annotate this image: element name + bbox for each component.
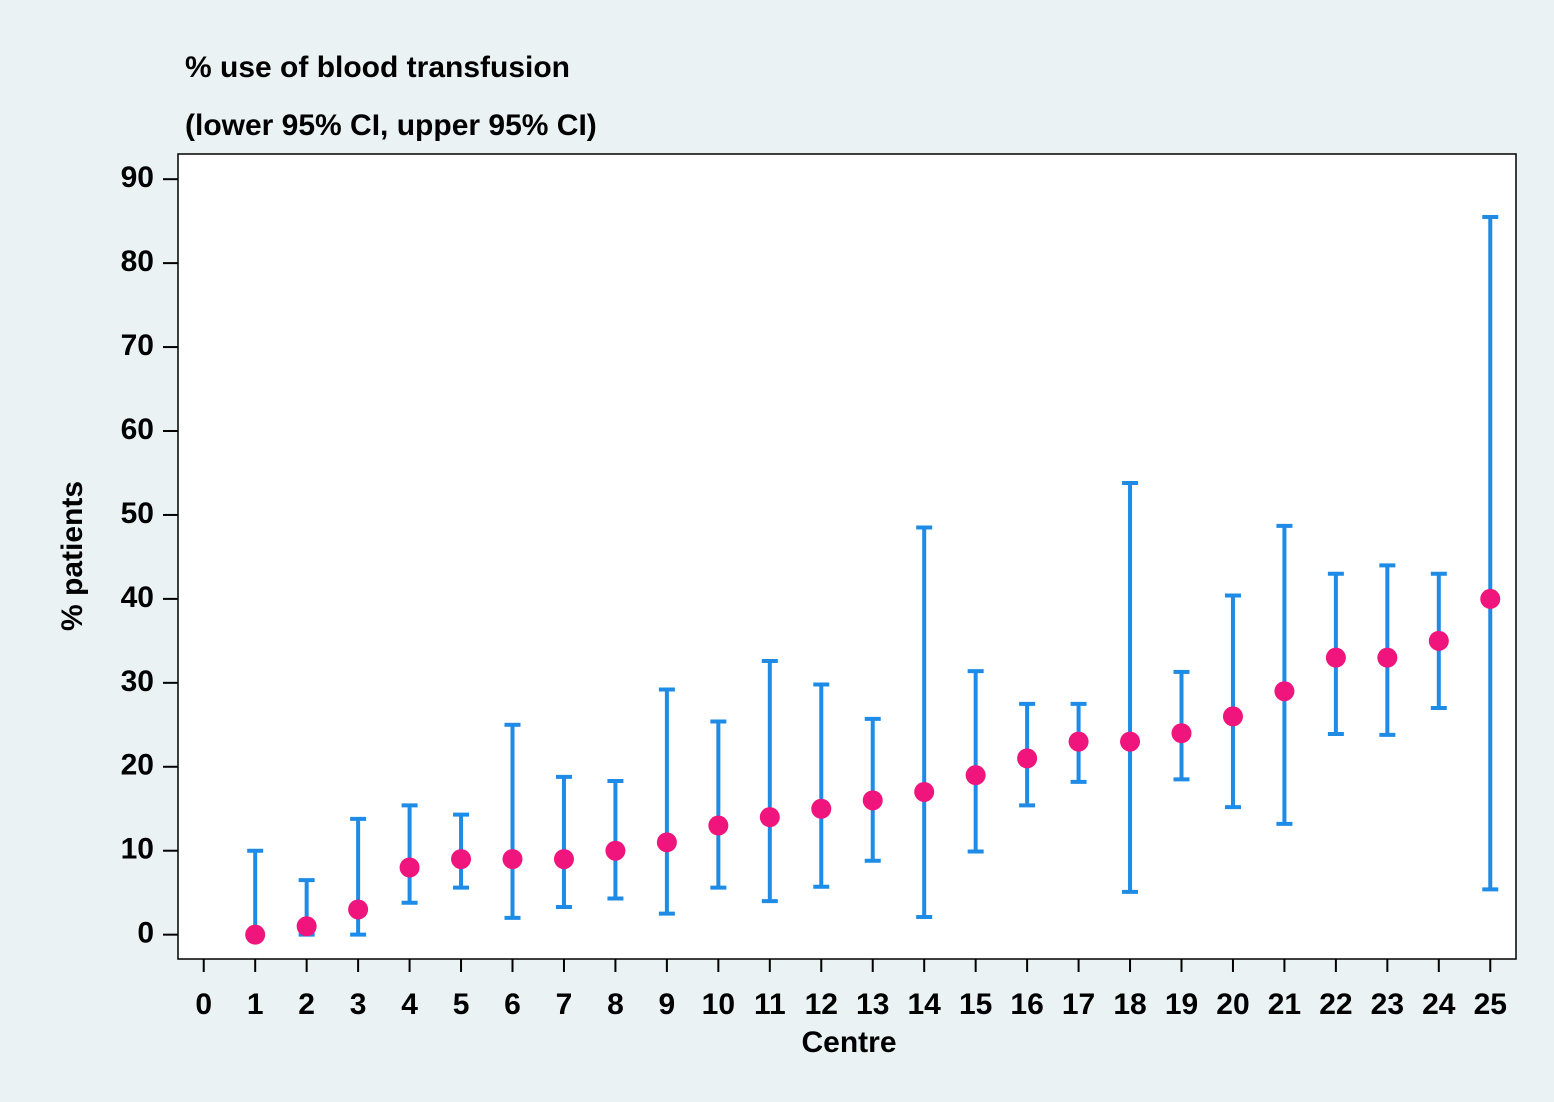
x-tick-label: 9 [659, 988, 676, 1021]
point [862, 790, 883, 811]
x-tick-label: 11 [754, 988, 786, 1021]
y-tick-label: 20 [121, 749, 154, 782]
y-tick-label: 60 [121, 413, 154, 446]
point [1480, 588, 1501, 609]
x-tick-label: 5 [453, 988, 470, 1021]
y-tick-label: 10 [121, 833, 154, 866]
x-axis-label: Centre [801, 1026, 896, 1059]
point [1171, 723, 1192, 744]
point [245, 924, 266, 945]
x-tick-label: 6 [504, 988, 521, 1021]
x-tick-label: 20 [1216, 988, 1249, 1021]
x-tick-label: 10 [702, 988, 735, 1021]
y-axis-label: % patients [56, 481, 89, 631]
point [296, 916, 317, 937]
point [1068, 731, 1089, 752]
point [1017, 748, 1038, 769]
x-tick-label: 4 [401, 988, 418, 1021]
x-tick-label: 3 [350, 988, 367, 1021]
x-tick-label: 24 [1422, 988, 1456, 1021]
x-tick-label: 19 [1165, 988, 1198, 1021]
point [502, 849, 523, 870]
y-tick-label: 80 [121, 245, 154, 278]
x-tick-label: 15 [959, 988, 992, 1021]
point [759, 807, 780, 828]
x-tick-label: 0 [195, 988, 212, 1021]
y-tick-label: 0 [137, 917, 154, 950]
point [605, 840, 626, 861]
x-tick-label: 8 [607, 988, 624, 1021]
point [965, 765, 986, 786]
point [914, 781, 935, 802]
x-tick-label: 21 [1268, 988, 1301, 1021]
x-tick-label: 25 [1474, 988, 1507, 1021]
x-tick-label: 7 [556, 988, 573, 1021]
point [1428, 630, 1449, 651]
point [399, 857, 420, 878]
chart-subtitle: (lower 95% CI, upper 95% CI) [185, 109, 597, 142]
point [1222, 706, 1243, 727]
x-tick-label: 18 [1113, 988, 1146, 1021]
point [451, 849, 472, 870]
point [656, 832, 677, 853]
x-tick-label: 1 [247, 988, 264, 1021]
x-tick-label: 16 [1010, 988, 1043, 1021]
y-tick-label: 70 [121, 329, 154, 362]
y-tick-label: 90 [121, 161, 154, 194]
x-tick-label: 13 [856, 988, 889, 1021]
y-tick-label: 50 [121, 497, 154, 530]
x-tick-label: 2 [298, 988, 315, 1021]
x-tick-label: 23 [1371, 988, 1404, 1021]
x-tick-label: 22 [1319, 988, 1352, 1021]
point [1377, 647, 1398, 668]
point [553, 849, 574, 870]
x-tick-label: 14 [908, 988, 942, 1021]
point [1120, 731, 1141, 752]
point [1325, 647, 1346, 668]
point [811, 798, 832, 819]
point [348, 899, 369, 920]
y-tick-label: 30 [121, 665, 154, 698]
point [1274, 681, 1295, 702]
plot-area [177, 153, 1517, 960]
x-tick-label: 17 [1062, 988, 1095, 1021]
y-tick-label: 40 [121, 581, 154, 614]
point [708, 815, 729, 836]
x-tick-label: 12 [805, 988, 838, 1021]
chart-title: % use of blood transfusion [185, 51, 570, 84]
